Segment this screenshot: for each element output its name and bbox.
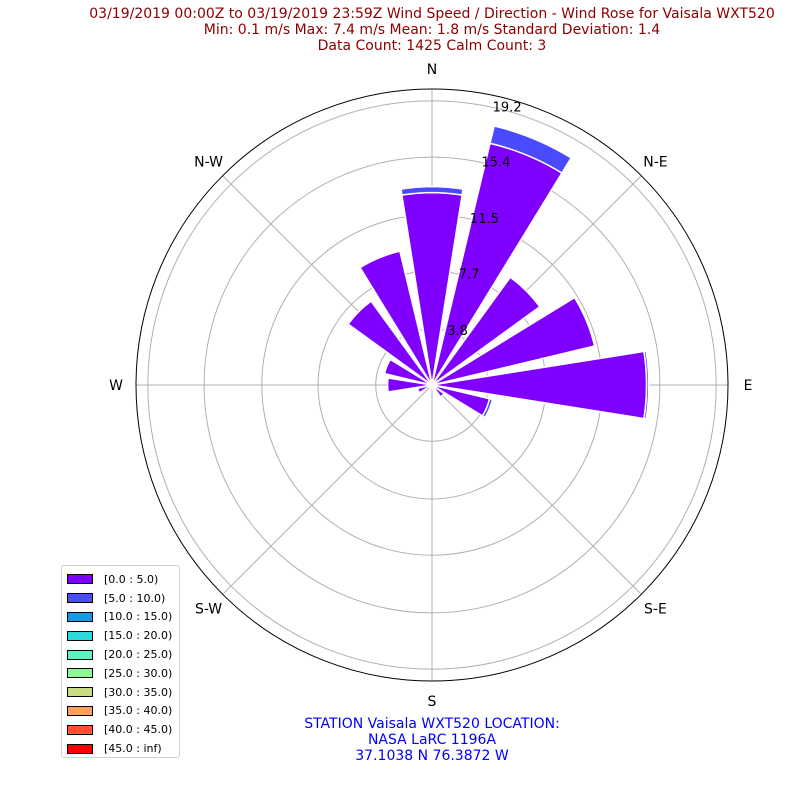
legend-entry: [30.0 : 35.0)	[62, 683, 179, 702]
legend-swatch	[67, 630, 93, 641]
legend-entry: [45.0 : inf)	[62, 739, 179, 758]
legend-label: [10.0 : 15.0)	[104, 610, 173, 624]
legend-label: [45.0 : inf)	[104, 742, 162, 756]
rose-sector	[489, 125, 573, 175]
footer-line-3: 37.1038 N 76.3872 W	[355, 748, 509, 764]
footer-line-1: STATION Vaisala WXT520 LOCATION:	[304, 716, 560, 732]
grid-spoke	[431, 384, 642, 595]
direction-label: S-W	[195, 601, 222, 617]
legend-label: [5.0 : 10.0)	[104, 591, 166, 605]
title-line-1: 03/19/2019 00:00Z to 03/19/2019 23:59Z W…	[89, 6, 775, 22]
direction-label: N	[427, 62, 437, 78]
station-footer: STATION Vaisala WXT520 LOCATION: NASA La…	[232, 716, 632, 764]
title-line-2: Min: 0.1 m/s Max: 7.4 m/s Mean: 1.8 m/s …	[203, 22, 661, 38]
chart-title: 03/19/2019 00:00Z to 03/19/2019 23:59Z W…	[0, 6, 800, 54]
footer-line-2: NASA LaRC 1196A	[367, 732, 497, 748]
legend-swatch	[67, 743, 93, 754]
rose-sector	[347, 300, 433, 386]
direction-label: S-E	[644, 601, 667, 617]
legend-label: [25.0 : 30.0)	[104, 666, 173, 680]
radial-tick-label: 3.8	[447, 324, 468, 339]
rose-sector	[400, 185, 464, 196]
legend-swatch	[67, 593, 93, 604]
rose-sector	[386, 377, 433, 393]
outer-circle	[135, 88, 729, 682]
legend-label: [40.0 : 45.0)	[104, 723, 173, 737]
legend-entry: [10.0 : 15.0)	[62, 608, 179, 627]
legend: [0.0 : 5.0) [5.0 : 10.0) [10.0 : 15.0) [15.…	[61, 565, 180, 758]
legend-entry: [35.0 : 40.0)	[62, 702, 179, 721]
legend-label: [0.0 : 5.0)	[104, 572, 159, 586]
legend-entry: [40.0 : 45.0)	[62, 720, 179, 739]
legend-entry: [5.0 : 10.0)	[62, 589, 179, 608]
legend-entry: [25.0 : 30.0)	[62, 664, 179, 683]
legend-entry: [15.0 : 20.0)	[62, 626, 179, 645]
direction-label: N-W	[194, 155, 223, 171]
legend-swatch	[67, 649, 93, 660]
legend-entry: [20.0 : 25.0)	[62, 645, 179, 664]
legend-label: [20.0 : 25.0)	[104, 648, 173, 662]
legend-swatch	[67, 574, 93, 585]
direction-label: S	[428, 694, 437, 710]
rose-sector	[416, 384, 433, 394]
legend-swatch	[67, 611, 93, 622]
direction-label: W	[109, 378, 123, 394]
direction-label: E	[744, 378, 753, 394]
grid-spoke	[222, 384, 433, 595]
radial-tick-label: 7.7	[459, 267, 480, 282]
direction-label: N-E	[643, 155, 667, 171]
legend-swatch	[67, 687, 93, 698]
title-line-3: Data Count: 1425 Calm Count: 3	[317, 38, 547, 54]
rose-sector	[431, 276, 541, 386]
rose-sector	[481, 397, 494, 419]
radial-tick-label: 19.2	[493, 101, 522, 116]
rose-sector	[359, 250, 433, 386]
rose-sector	[431, 296, 596, 386]
legend-label: [30.0 : 35.0)	[104, 685, 173, 699]
rose-sector	[643, 350, 650, 420]
radial-tick-label: 15.4	[481, 156, 510, 171]
radial-tick-label: 11.5	[470, 212, 499, 227]
legend-label: [15.0 : 20.0)	[104, 629, 173, 643]
legend-label: [35.0 : 40.0)	[104, 704, 173, 718]
legend-entry: [0.0 : 5.0)	[62, 570, 179, 589]
rose-sector	[383, 358, 433, 386]
legend-swatch	[67, 724, 93, 735]
legend-swatch	[67, 668, 93, 679]
legend-swatch	[67, 705, 93, 716]
rose-sector	[431, 384, 446, 399]
